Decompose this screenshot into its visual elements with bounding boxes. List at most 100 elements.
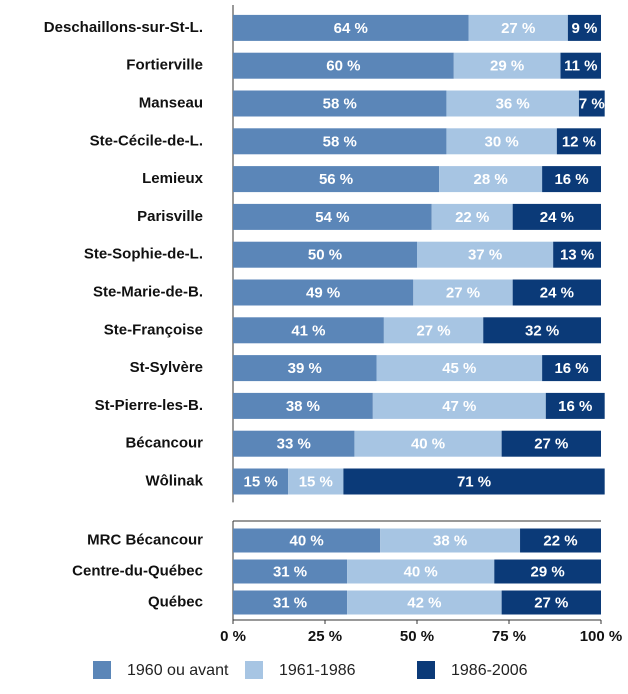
- category-label: Centre-du-Québec: [72, 562, 203, 579]
- category-label: Parisville: [137, 208, 203, 225]
- bar-segment: [347, 590, 502, 615]
- category-label: Ste-Françoise: [104, 321, 203, 338]
- category-label: Bécancour: [125, 435, 203, 452]
- x-tick-label: 50 %: [400, 628, 434, 645]
- value-label: 16 %: [558, 398, 592, 415]
- value-label: 40 %: [404, 563, 438, 580]
- bar-segment: [553, 241, 601, 268]
- value-label: 31 %: [273, 563, 307, 580]
- value-label: 29 %: [490, 58, 524, 75]
- value-label: 38 %: [286, 398, 320, 415]
- value-label: 56 %: [319, 171, 353, 188]
- bar-segment: [439, 166, 543, 193]
- category-label: St-Sylvère: [130, 359, 203, 376]
- category-label: MRC Bécancour: [87, 531, 203, 548]
- bar-segment: [233, 468, 289, 495]
- x-tick-label: 100 %: [580, 628, 623, 645]
- value-label: 27 %: [446, 284, 480, 301]
- bar-segment: [542, 355, 601, 382]
- value-label: 33 %: [277, 436, 311, 453]
- bar-segment: [501, 430, 601, 457]
- value-label: 22 %: [543, 532, 577, 549]
- value-label: 50 %: [308, 247, 342, 264]
- value-label: 27 %: [534, 594, 568, 611]
- bar-segment: [347, 559, 495, 584]
- x-tick-label: 0 %: [220, 628, 246, 645]
- value-label: 47 %: [442, 398, 476, 415]
- bar-segment: [512, 203, 601, 230]
- category-label: Wôlinak: [145, 472, 203, 489]
- value-label: 27 %: [416, 322, 450, 339]
- value-label: 40 %: [411, 436, 445, 453]
- bar-segment: [383, 317, 484, 344]
- value-label: 38 %: [433, 532, 467, 549]
- category-label: Ste-Marie-de-B.: [93, 283, 203, 300]
- bar-segment: [494, 559, 601, 584]
- bar-segment: [233, 528, 381, 553]
- value-label: 30 %: [485, 133, 519, 150]
- category-label: Lemieux: [142, 170, 204, 187]
- category-label: Ste-Sophie-de-L.: [84, 246, 203, 263]
- bar-segment: [376, 355, 543, 382]
- bar-segment: [560, 52, 601, 79]
- legend-label: 1986-2006: [451, 662, 528, 679]
- bar-segment: [233, 430, 355, 457]
- bar-segment: [512, 279, 601, 306]
- value-label: 9 %: [572, 20, 598, 37]
- value-label: 13 %: [560, 247, 594, 264]
- bar-segment: [372, 392, 546, 419]
- bar-segment: [545, 392, 605, 419]
- value-label: 60 %: [326, 58, 360, 75]
- bar-segment: [567, 14, 601, 41]
- value-label: 36 %: [496, 95, 530, 112]
- category-label: Deschaillons-sur-St-L.: [44, 19, 203, 36]
- category-label: St-Pierre-les-B.: [95, 397, 203, 414]
- bar-segment: [233, 166, 440, 193]
- bar-segment: [233, 279, 414, 306]
- bar-segment: [380, 528, 521, 553]
- value-label: 24 %: [540, 284, 574, 301]
- value-label: 58 %: [323, 95, 357, 112]
- value-label: 16 %: [554, 171, 588, 188]
- bar-segment: [233, 355, 377, 382]
- bar-segment: [233, 559, 348, 584]
- category-label: Manseau: [139, 94, 203, 111]
- bar-segment: [501, 590, 601, 615]
- legend-swatch: [245, 661, 263, 679]
- value-label: 64 %: [334, 20, 368, 37]
- value-label: 12 %: [562, 133, 596, 150]
- value-label: 22 %: [455, 209, 489, 226]
- bar-segment: [233, 590, 348, 615]
- bar-segment: [542, 166, 601, 193]
- value-label: 31 %: [273, 594, 307, 611]
- value-label: 15 %: [299, 473, 333, 490]
- bar-segment: [446, 90, 579, 117]
- value-label: 40 %: [289, 532, 323, 549]
- bar-segment: [578, 90, 605, 117]
- x-tick-label: 25 %: [308, 628, 342, 645]
- value-label: 42 %: [407, 594, 441, 611]
- value-label: 71 %: [457, 473, 491, 490]
- bar-segment: [233, 317, 384, 344]
- bar-segment: [233, 241, 417, 268]
- bar-segment: [468, 14, 568, 41]
- category-label: Ste-Cécile-de-L.: [90, 132, 203, 149]
- x-tick-label: 75 %: [492, 628, 526, 645]
- legend-swatch: [417, 661, 435, 679]
- value-label: 28 %: [473, 171, 507, 188]
- bar-segment: [233, 128, 447, 155]
- legend-swatch: [93, 661, 111, 679]
- bar-segment: [233, 203, 432, 230]
- value-label: 45 %: [442, 360, 476, 377]
- value-label: 58 %: [323, 133, 357, 150]
- value-label: 37 %: [468, 247, 502, 264]
- value-label: 15 %: [243, 473, 277, 490]
- bar-segment: [233, 392, 373, 419]
- legend-label: 1960 ou avant: [127, 662, 229, 679]
- value-label: 16 %: [554, 360, 588, 377]
- category-label: Fortierville: [126, 57, 203, 74]
- bar-segment: [233, 90, 447, 117]
- legend-label: 1961-1986: [279, 662, 356, 679]
- bar-segment: [417, 241, 554, 268]
